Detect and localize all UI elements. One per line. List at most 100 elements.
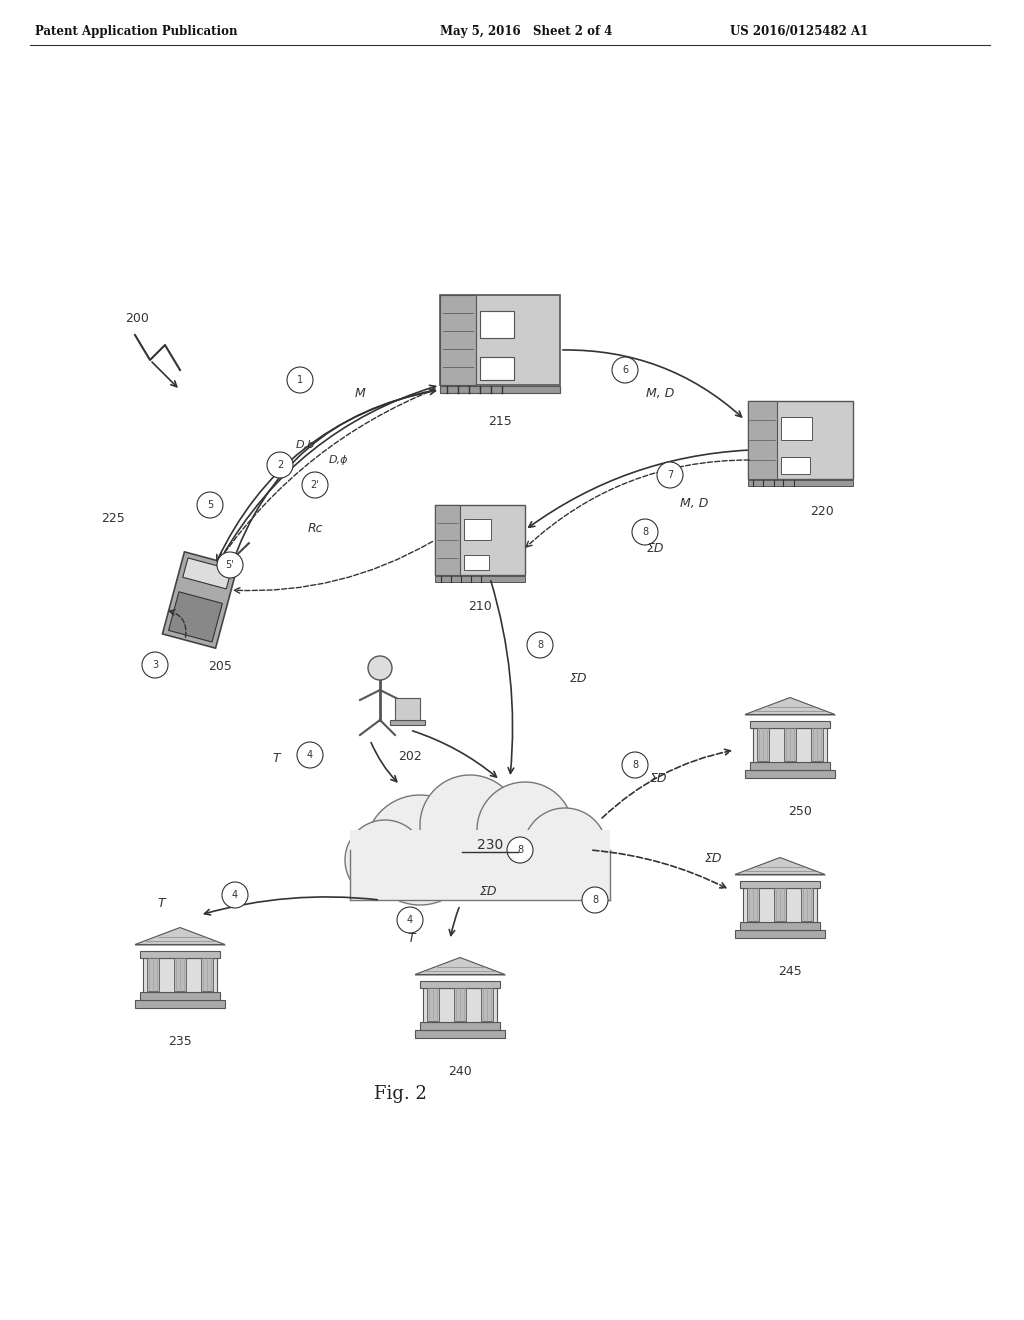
Circle shape [297,742,323,768]
Circle shape [142,652,168,678]
Text: M: M [354,387,366,400]
Text: 225: 225 [101,512,125,525]
Bar [740,880,820,888]
Bar [427,987,439,1020]
Text: 4: 4 [407,915,413,925]
Text: 205: 205 [208,660,232,673]
Bar [420,1022,500,1030]
Text: 1: 1 [297,375,303,385]
Circle shape [527,632,553,657]
Bar [415,1030,505,1038]
Bar [753,727,827,762]
Circle shape [397,907,423,933]
Circle shape [197,492,223,517]
Bar [201,957,213,990]
Text: 220: 220 [810,506,834,517]
Bar [350,830,610,900]
Circle shape [477,781,573,878]
Bar [435,506,460,576]
Bar [735,929,825,937]
Bar [743,888,817,921]
Text: D,b: D,b [295,440,314,450]
Bar [801,887,813,920]
Bar [440,294,476,385]
Text: M, D: M, D [646,387,674,400]
Text: 250: 250 [788,805,812,818]
Bar [774,887,786,920]
Bar [481,987,493,1020]
Text: ΣD: ΣD [479,884,497,898]
Bar [748,480,853,486]
Circle shape [632,519,658,545]
Circle shape [345,820,425,900]
Circle shape [612,356,638,383]
Text: T: T [272,752,280,766]
Text: D,ϕ: D,ϕ [329,455,348,465]
Text: 240: 240 [449,1065,472,1078]
Polygon shape [745,697,835,714]
Bar [440,294,560,385]
Text: 8: 8 [632,760,638,770]
Bar [757,727,769,760]
Polygon shape [163,552,238,648]
Text: 230: 230 [477,838,503,851]
Bar [440,385,560,393]
Circle shape [217,552,243,578]
Text: ΣD: ΣD [705,851,723,865]
Text: 8: 8 [592,895,598,906]
Bar [423,987,497,1022]
Bar [140,991,220,999]
Circle shape [287,367,313,393]
Text: 8: 8 [642,527,648,537]
Text: M, D: M, D [680,498,709,510]
Text: 2': 2' [310,480,319,490]
Text: 5: 5 [207,500,213,510]
Circle shape [302,473,328,498]
Circle shape [582,887,608,913]
Bar [740,921,820,929]
Bar [390,719,425,725]
Bar [435,506,525,576]
Bar [480,312,514,338]
Bar [746,887,759,920]
Circle shape [267,451,293,478]
Bar [748,401,777,479]
Text: ΣD: ΣD [650,772,668,785]
Text: 202: 202 [398,750,422,763]
Text: Rc: Rc [307,521,323,535]
Bar [464,519,492,540]
Circle shape [622,752,648,777]
Text: US 2016/0125482 A1: US 2016/0125482 A1 [730,25,868,38]
Polygon shape [135,928,225,945]
Bar [750,762,830,770]
Bar [435,576,525,582]
Bar [811,727,823,760]
Text: 4: 4 [232,890,238,900]
Polygon shape [735,858,825,874]
Bar [143,958,217,991]
Text: 8: 8 [517,845,523,855]
Text: 8: 8 [537,640,543,649]
Bar [147,957,159,990]
Text: 200: 200 [125,312,148,325]
Polygon shape [415,957,505,974]
Circle shape [507,837,534,863]
Text: ΣD: ΣD [646,543,664,554]
Circle shape [420,775,520,875]
Text: 210: 210 [468,601,492,612]
Text: T: T [408,932,415,945]
Text: 235: 235 [168,1035,191,1048]
Text: T: T [158,898,165,909]
Circle shape [523,808,607,892]
Text: 3: 3 [152,660,158,671]
Text: 5': 5' [225,560,234,570]
Bar [480,358,514,380]
Text: 6: 6 [622,366,628,375]
Bar [140,950,220,958]
Bar [420,981,500,987]
Bar [781,417,812,440]
Circle shape [368,656,392,680]
Circle shape [365,795,475,906]
Circle shape [657,462,683,488]
Bar [464,554,489,570]
